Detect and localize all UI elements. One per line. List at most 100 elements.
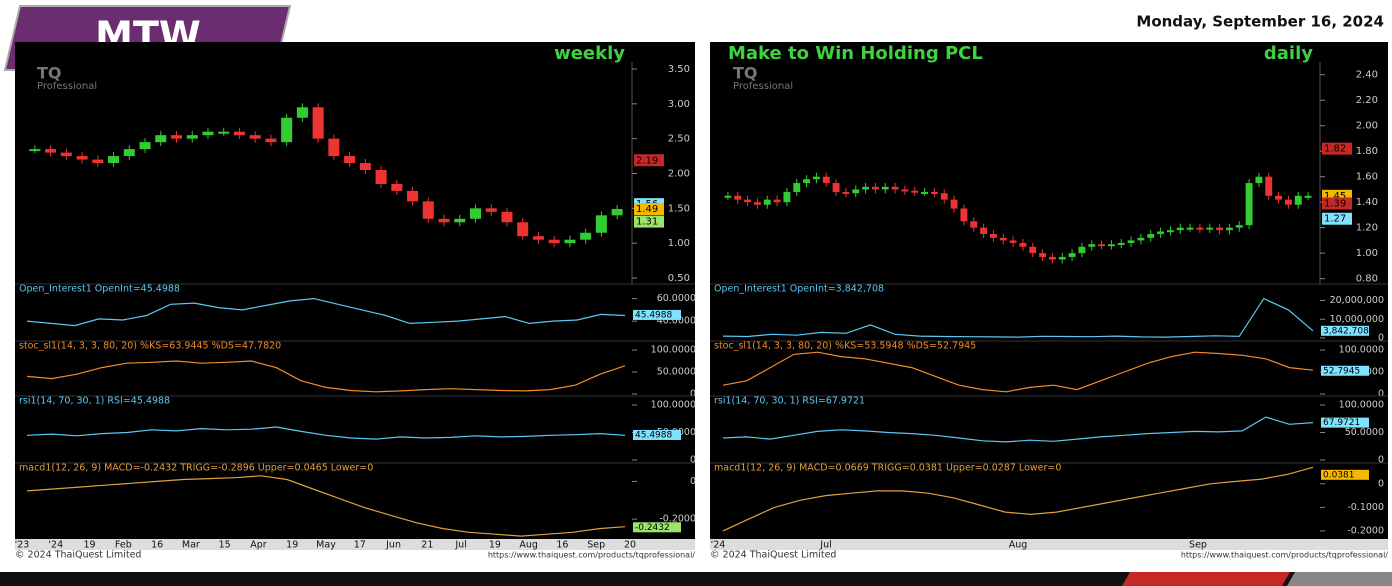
footer-accent xyxy=(1122,572,1290,586)
footer-bar xyxy=(0,572,1392,586)
candle xyxy=(1068,253,1076,257)
x-tick-label: '24 xyxy=(48,540,63,551)
watermark: TQ xyxy=(733,64,758,83)
candle xyxy=(265,138,277,143)
candle xyxy=(170,135,183,139)
candle xyxy=(611,209,623,216)
candle xyxy=(1058,256,1066,260)
pane-label: macd1(12, 26, 9) MACD=0.0669 TRIGG=0.038… xyxy=(714,463,1061,474)
price-tag xyxy=(1322,212,1352,225)
candle xyxy=(812,176,820,180)
x-tick-label: 19 xyxy=(84,540,96,551)
pane-label: stoc_sl1(14, 3, 3, 80, 20) %KS=63.9445 %… xyxy=(19,341,281,352)
candle xyxy=(407,190,419,202)
x-tick-label: Sep xyxy=(587,540,605,551)
candle xyxy=(793,183,801,192)
candle xyxy=(1225,227,1233,231)
x-tick-label: May xyxy=(316,540,336,551)
chart-subtitle: daily xyxy=(1264,43,1313,64)
candle xyxy=(249,135,261,139)
copyright: © 2024 ThaiQuest Limited xyxy=(15,550,141,561)
value-tag-label: 3,842,708 xyxy=(1323,326,1369,336)
x-tick-label: Jul xyxy=(819,540,831,551)
candle xyxy=(862,186,870,190)
x-tick-label: 17 xyxy=(354,540,366,551)
candle xyxy=(375,170,387,184)
candle xyxy=(359,163,371,171)
candle xyxy=(980,227,988,235)
y-tick-label: 0.50 xyxy=(668,273,690,284)
chart-panel xyxy=(15,42,695,550)
candle xyxy=(773,199,781,203)
candle xyxy=(532,236,544,240)
candle xyxy=(1157,231,1165,235)
candle xyxy=(233,131,245,136)
price-tag xyxy=(634,215,664,228)
candle xyxy=(501,211,513,223)
value-tag xyxy=(633,309,681,320)
candle xyxy=(595,215,607,233)
candle xyxy=(822,176,830,184)
candle xyxy=(930,191,938,194)
candle xyxy=(1294,195,1302,205)
price-tag-label: 2.19 xyxy=(636,155,658,166)
y-tick-label: 60.0000 xyxy=(657,293,696,304)
candle xyxy=(1147,234,1155,238)
y-tick-label: 50.0000 xyxy=(657,367,696,378)
y-tick-label: 1.80 xyxy=(1356,146,1378,157)
y-tick-label: 1.50 xyxy=(668,203,690,214)
y-tick-label: 0.80 xyxy=(1356,274,1378,285)
candle xyxy=(548,239,560,244)
candle xyxy=(999,237,1007,241)
candle xyxy=(1216,227,1224,231)
watermark-sub: Professional xyxy=(733,81,793,92)
value-tag xyxy=(1321,417,1369,428)
y-tick-label: 0 xyxy=(1378,389,1384,400)
candle xyxy=(783,191,791,203)
pane-label: stoc_sl1(14, 3, 3, 80, 20) %KS=53.5948 %… xyxy=(714,341,976,352)
candle xyxy=(842,191,850,194)
indicator-line xyxy=(722,351,1314,393)
candle xyxy=(1255,176,1263,184)
candle xyxy=(989,234,997,238)
candle xyxy=(202,131,214,136)
candle xyxy=(1029,246,1037,254)
charts: weeklyTQProfessional0.501.001.502.002.50… xyxy=(15,42,1388,561)
y-tick-label: 2.00 xyxy=(1356,121,1378,132)
y-tick-label: 2.40 xyxy=(1356,70,1378,81)
indicator-line xyxy=(26,360,626,393)
chart-title: weekly xyxy=(554,43,625,64)
x-tick-label: 21 xyxy=(421,540,433,551)
candle xyxy=(92,159,104,164)
x-tick-label: 19 xyxy=(286,540,298,551)
candle xyxy=(76,156,88,160)
y-tick-label: 0 xyxy=(690,455,696,466)
value-tag xyxy=(1321,365,1369,376)
candle xyxy=(517,222,529,237)
price-tag-label: 1.45 xyxy=(1324,191,1346,202)
y-tick-label: 40.0000 xyxy=(657,316,696,327)
candle xyxy=(1078,246,1086,254)
candle xyxy=(1275,195,1283,200)
pane-label: rsi1(14, 70, 30, 1) RSI=67.9721 xyxy=(714,396,865,407)
x-tick-label: Jul xyxy=(454,540,466,551)
candle xyxy=(422,201,434,219)
y-tick-label: 3.00 xyxy=(668,99,690,110)
value-tag xyxy=(1321,469,1369,480)
value-tag xyxy=(633,429,681,440)
price-tag-label: 1.27 xyxy=(1324,214,1346,225)
pane-label: Open_Interest1 OpenInt=45.4988 xyxy=(19,284,180,295)
y-tick-label: 2.20 xyxy=(1356,95,1378,106)
candle xyxy=(1206,227,1214,230)
y-tick-label: 50.0000 xyxy=(1345,427,1384,438)
candle xyxy=(1098,244,1106,247)
y-tick-label: 2.50 xyxy=(668,134,690,145)
candle xyxy=(281,117,293,143)
candle xyxy=(911,190,919,193)
candle xyxy=(391,183,403,191)
candle xyxy=(312,107,324,139)
candle xyxy=(1284,199,1292,205)
candle xyxy=(60,152,72,157)
x-tick-label: Aug xyxy=(1009,540,1028,551)
